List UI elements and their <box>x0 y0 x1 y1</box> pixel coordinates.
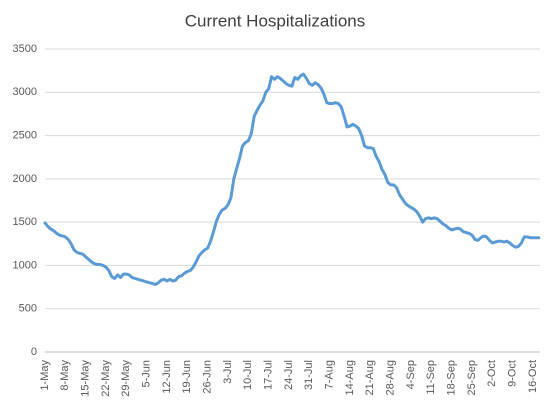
x-tick-label: 12-Jun <box>161 360 173 394</box>
y-tick-label: 1500 <box>13 216 37 228</box>
x-tick-label: 16-Oct <box>527 360 539 393</box>
x-tick-label: 17-Jul <box>263 360 275 390</box>
y-tick-label: 1000 <box>13 259 37 271</box>
x-tick-label: 15-May <box>80 360 92 397</box>
x-tick-label: 9-Oct <box>507 360 519 387</box>
x-tick-label: 5-Jun <box>141 360 153 388</box>
y-tick-label: 500 <box>19 303 37 315</box>
x-tick-label: 21-Aug <box>364 360 376 395</box>
x-tick-label: 25-Sep <box>466 360 478 395</box>
y-tick-label: 0 <box>31 346 37 358</box>
x-tick-label: 3-Jul <box>222 360 234 384</box>
y-tick-label: 3000 <box>13 86 37 98</box>
x-tick-label: 2-Oct <box>486 360 498 387</box>
x-tick-label: 19-Jun <box>181 360 193 394</box>
x-tick-label: 7-Aug <box>324 360 336 389</box>
chart-title: Current Hospitalizations <box>185 11 365 30</box>
y-tick-label: 2500 <box>13 129 37 141</box>
x-tick-label: 8-May <box>59 360 71 391</box>
data-line <box>43 72 541 286</box>
x-tick-label: 24-Jul <box>283 360 295 390</box>
x-tick-label: 11-Sep <box>425 360 437 395</box>
x-tick-label: 22-May <box>100 360 112 397</box>
x-tick-label: 14-Aug <box>344 360 356 395</box>
x-tick-label: 31-Jul <box>303 360 315 390</box>
x-tick-label: 10-Jul <box>242 360 254 390</box>
x-tick-label: 29-May <box>120 360 132 397</box>
y-tick-label: 3500 <box>13 43 37 55</box>
x-tick-label: 28-Aug <box>385 360 397 395</box>
y-tick-label: 2000 <box>13 173 37 185</box>
x-tick-label: 18-Sep <box>446 360 458 395</box>
x-tick-label: 1-May <box>39 360 51 391</box>
x-tick-label: 26-Jun <box>202 360 214 394</box>
x-tick-label: 4-Sep <box>405 360 417 389</box>
